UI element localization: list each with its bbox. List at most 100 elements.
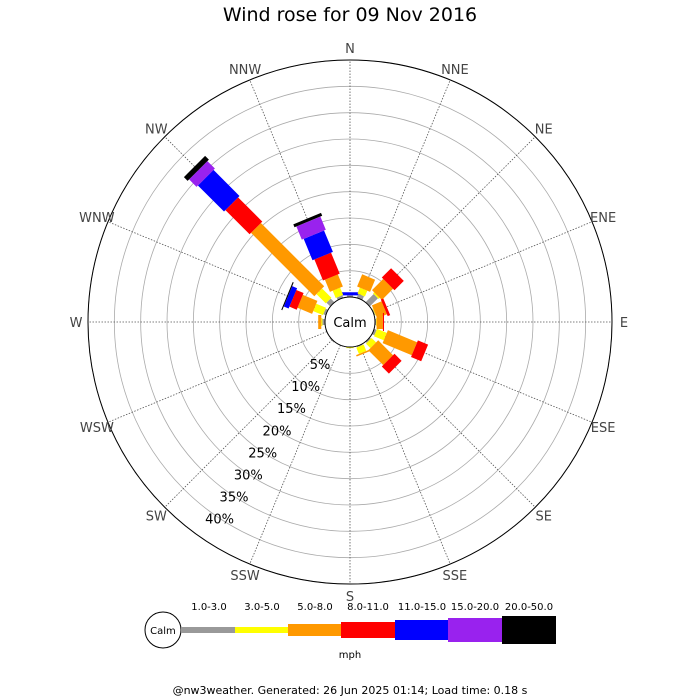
radial-tick-label: 30%	[234, 469, 263, 484]
bar-wnw-5.0-8.0	[297, 294, 318, 314]
polar-grid	[87, 59, 613, 585]
radial-tick-label: 20%	[263, 424, 292, 439]
direction-label-ese: ESE	[591, 421, 616, 436]
bar-nnw-1.0-3.0	[336, 295, 344, 301]
direction-label-wnw: WNW	[79, 211, 115, 226]
bar-se-1.0-3.0	[365, 337, 371, 343]
bar-nw-8.0-11.0	[225, 197, 263, 235]
radial-tick-label: 35%	[220, 491, 249, 506]
legend-swatch-8.0-11.0	[341, 622, 395, 638]
bar-e-8.0-11.0	[382, 313, 384, 331]
spoke-sw	[164, 339, 333, 508]
calm-label: Calm	[333, 316, 366, 331]
spoke-se	[367, 339, 536, 508]
bar-wnw-1.0-3.0	[323, 308, 329, 316]
bar-nw-15.0-20.0	[189, 161, 215, 187]
bar-sse-5.0-8.0	[356, 349, 370, 357]
bar-wnw-8.0-11.0	[289, 290, 304, 310]
bar-ene-8.0-11.0	[380, 298, 391, 317]
direction-label-nne: NNE	[441, 63, 469, 78]
direction-bars	[183, 155, 429, 374]
bar-nw-20.0-50.0	[183, 155, 209, 181]
direction-label-sse: SSE	[443, 569, 468, 584]
bar-ne-5.0-8.0	[372, 278, 394, 300]
direction-label-sw: SW	[146, 510, 167, 525]
legend-swatch-11.0-15.0	[395, 620, 448, 640]
bar-ese-5.0-8.0	[382, 330, 418, 356]
bar-nw-5.0-8.0	[251, 223, 325, 297]
legend-swatch-3.0-5.0	[235, 627, 288, 633]
direction-label-w: W	[70, 316, 83, 331]
direction-label-n: N	[345, 42, 355, 57]
bar-n-11.0-15.0	[339, 292, 361, 296]
spoke-ssw	[249, 344, 341, 565]
legend-swatch-5.0-8.0	[288, 624, 341, 636]
legend-swatch-1.0-3.0	[181, 627, 235, 633]
direction-labels: N NNE NE ENE E ESE SE SSE S SSW SW WSW W WNW NW NNW	[70, 42, 629, 605]
chart-title: Wind rose for 09 Nov 2016	[222, 4, 478, 26]
bar-nnw-11.0-15.0	[303, 230, 333, 261]
outer-ring	[87, 59, 613, 585]
bar-s-3.0-5.0	[346, 347, 354, 349]
direction-label-wsw: WSW	[80, 421, 114, 436]
bar-sw-1.0-3.0	[329, 337, 335, 343]
legend-label-11.0-15.0: 11.0-15.0	[398, 602, 446, 613]
radial-tick-label: 25%	[248, 446, 277, 461]
direction-label-ssw: SSW	[230, 569, 260, 584]
calm-center: Calm	[324, 296, 376, 348]
legend-swatch-20.0-50.0	[502, 616, 556, 644]
grid-circle	[192, 164, 508, 480]
direction-label-e: E	[620, 316, 628, 331]
radial-tick-label: 15%	[277, 402, 306, 417]
spoke-sse	[359, 344, 451, 565]
bar-sse-3.0-5.0	[356, 344, 367, 354]
bar-nnw-5.0-8.0	[324, 274, 343, 292]
spoke-ene	[372, 221, 593, 313]
speed-legend: Calm 1.0-3.0 3.0-5.0 5.0-8.0 8.0-11.0 11.0-15…	[144, 602, 556, 661]
bar-se-8.0-11.0	[381, 353, 402, 374]
bar-nw-11.0-15.0	[197, 169, 240, 212]
bar-se-3.0-5.0	[366, 338, 377, 349]
legend-label-3.0-5.0: 3.0-5.0	[244, 602, 279, 613]
bar-wnw-11.0-15.0	[283, 286, 298, 309]
direction-label-se: SE	[535, 510, 551, 525]
bar-ne-1.0-3.0	[365, 294, 378, 307]
legend-label-15.0-20.0: 15.0-20.0	[451, 602, 499, 613]
bar-w-5.0-8.0	[318, 315, 322, 329]
grid-circle	[271, 243, 429, 401]
bar-wnw-20.0-50.0	[281, 282, 294, 311]
bar-ese-1.0-3.0	[371, 328, 377, 336]
direction-label-s: S	[346, 590, 354, 605]
bar-nw-3.0-5.0	[316, 288, 332, 304]
legend-unit-label: mph	[339, 650, 361, 661]
bar-nnw-15.0-20.0	[296, 216, 326, 240]
direction-label-nw: NW	[145, 122, 168, 137]
bar-ese-3.0-5.0	[374, 328, 387, 341]
legend-swatch-15.0-20.0	[448, 618, 502, 642]
bar-nw-1.0-3.0	[326, 298, 335, 307]
direction-label-nnw: NNW	[229, 63, 261, 78]
bar-w-1.0-3.0	[322, 319, 325, 325]
legend-label-8.0-11.0: 8.0-11.0	[347, 602, 389, 613]
bar-se-5.0-8.0	[368, 340, 394, 366]
legend-label-1.0-3.0: 1.0-3.0	[191, 602, 226, 613]
direction-label-ne: NE	[535, 122, 553, 137]
bar-nnw-8.0-11.0	[314, 252, 340, 281]
grid-circle	[298, 270, 402, 374]
direction-label-ene: ENE	[590, 211, 616, 226]
grid-circle	[166, 138, 534, 506]
radial-tick-label: 5%	[310, 358, 331, 373]
radial-tick-label: 10%	[291, 380, 320, 395]
bar-ne-3.0-5.0	[373, 292, 380, 299]
bar-nne-3.0-5.0	[357, 287, 368, 297]
bar-w-3.0-5.0	[321, 318, 323, 326]
bar-wnw-3.0-5.0	[313, 303, 326, 316]
bar-ene-3.0-5.0	[372, 308, 377, 316]
calm-circle	[324, 296, 376, 348]
spoke-wsw	[107, 331, 328, 423]
radial-tick-labels: 5% 10% 15% 20% 25% 30% 35% 40%	[205, 358, 330, 527]
legend-label-5.0-8.0: 5.0-8.0	[297, 602, 332, 613]
bar-e-3.0-5.0	[376, 318, 377, 326]
bar-nnw-20.0-50.0	[293, 212, 323, 228]
